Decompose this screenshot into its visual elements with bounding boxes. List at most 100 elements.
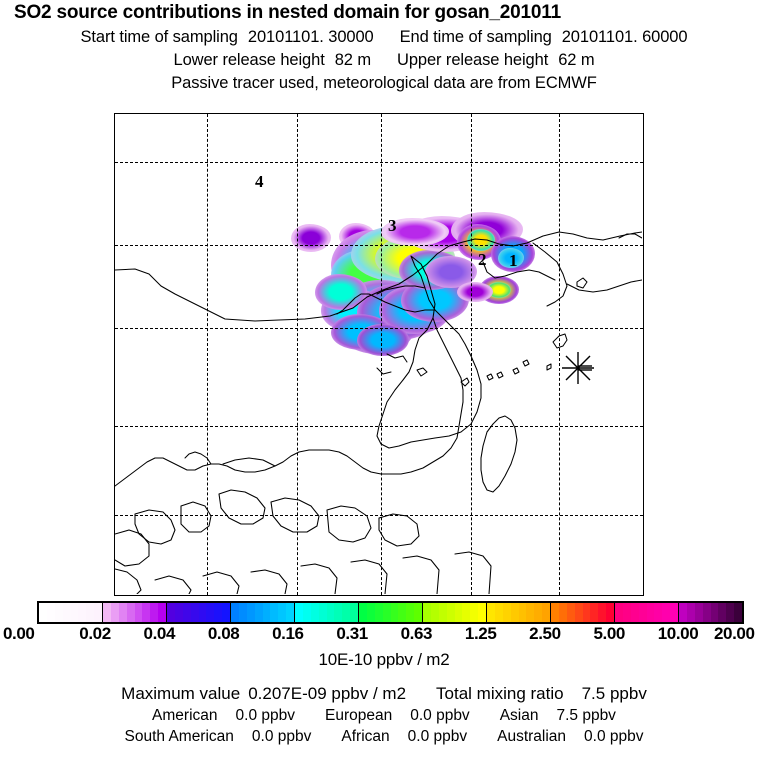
end-time-value: 20101101. 60000 [561, 28, 688, 46]
receptor-label-4: 4 [255, 172, 264, 191]
colorbar-step [190, 603, 199, 622]
colorbar-step [359, 603, 367, 622]
receptor-label-2: 2 [478, 250, 487, 269]
receptor-label-1: 1 [509, 251, 518, 270]
colorbar-band-6 [423, 603, 487, 622]
colorbar-tick-0.16: 0.16 [272, 624, 304, 643]
colorbar-step [590, 603, 599, 622]
max-value-label: Maximum value [121, 684, 241, 703]
colorbar-step [174, 603, 183, 622]
colorbar-step [238, 603, 247, 622]
colorbar-step [382, 603, 391, 622]
colorbar-tick-labels: 0.00 0.02 0.04 0.08 0.16 0.31 0.63 1.25 2.50 5.00… [0, 624, 768, 646]
colorbar-step [46, 603, 55, 622]
colorbar-step [150, 603, 159, 622]
colorbar-step [454, 603, 463, 622]
colorbar-step [86, 603, 95, 622]
colorbar [37, 601, 744, 624]
colorbar-step [262, 603, 271, 622]
colorbar-band-0 [39, 603, 103, 622]
region-american-label: American [152, 707, 218, 724]
colorbar-step [295, 603, 303, 622]
colorbar-tick-5.00: 5.00 [593, 624, 625, 643]
page-title: SO2 source contributions in nested domai… [14, 2, 561, 23]
colorbar-step [326, 603, 335, 622]
colorbar-step [270, 603, 279, 622]
start-time-value: 20101101. 30000 [247, 28, 374, 46]
region-african-label: African [341, 728, 390, 745]
colorbar-step [638, 603, 647, 622]
coastline-overlay [115, 231, 642, 594]
colorbar-step [398, 603, 407, 622]
colorbar-step [62, 603, 71, 622]
end-time-label: End time of sampling [399, 28, 552, 46]
colorbar-band-4 [295, 603, 359, 622]
receptor-label-3: 3 [388, 216, 397, 235]
colorbar-step [182, 603, 191, 622]
colorbar-tick-1.25: 1.25 [464, 624, 497, 643]
region-asian-label: Asian [499, 707, 539, 724]
region-australian-label: Australian [497, 728, 567, 745]
colorbar-step [254, 603, 263, 622]
region-european-label: European [324, 707, 393, 724]
colorbar-step [462, 603, 471, 622]
colorbar-step [118, 603, 127, 622]
colorbar-step [310, 603, 319, 622]
colorbar-step [206, 603, 215, 622]
colorbar-step [702, 603, 711, 622]
colorbar-step [414, 603, 422, 622]
colorbar-tick-0.63: 0.63 [400, 624, 433, 643]
colorbar-step [694, 603, 703, 622]
colorbar-tick-0.08: 0.08 [207, 624, 240, 643]
colorbar-unit-label: 10E-10 ppbv / m2 [318, 650, 450, 669]
total-mixing-ratio-label: Total mixing ratio [436, 684, 564, 703]
colorbar-step [710, 603, 719, 622]
colorbar-step [582, 603, 591, 622]
colorbar-step [246, 603, 255, 622]
tracer-info-line: Passive tracer used, meteorological data… [171, 74, 597, 92]
release-height-line: Lower release height 82 m Upper release he… [0, 51, 768, 70]
max-value-value: 0.207E-09 ppbv / m2 [248, 684, 407, 703]
colorbar-step [302, 603, 311, 622]
colorbar-step [510, 603, 519, 622]
start-time-label: Start time of sampling [80, 28, 238, 46]
colorbar-tick-2.50: 2.50 [529, 624, 561, 643]
colorbar-step [286, 603, 294, 622]
colorbar-step [390, 603, 399, 622]
colorbar-step [318, 603, 327, 622]
colorbar-step [654, 603, 663, 622]
colorbar-step [198, 603, 207, 622]
colorbar-step [679, 603, 687, 622]
region-australian-value: 0.0 ppbv [584, 728, 644, 745]
colorbar-step [366, 603, 375, 622]
colorbar-step [574, 603, 583, 622]
colorbar-tick-10.00: 10.00 [657, 624, 699, 643]
region-european-value: 0.0 ppbv [410, 707, 470, 724]
colorbar-step [214, 603, 223, 622]
colorbar-step [126, 603, 135, 622]
colorbar-band-1 [103, 603, 167, 622]
colorbar-step [566, 603, 575, 622]
region-asian-value: 7.5 ppbv [556, 707, 616, 724]
colorbar-step [518, 603, 527, 622]
colorbar-step [54, 603, 63, 622]
lower-release-height-label: Lower release height [173, 51, 325, 69]
colorbar-step [502, 603, 511, 622]
colorbar-step [158, 603, 166, 622]
colorbar-step [70, 603, 79, 622]
colorbar-step [334, 603, 343, 622]
region-american-value: 0.0 ppbv [235, 707, 295, 724]
colorbar-step [726, 603, 735, 622]
max-and-total-row: Maximum value 0.207E-09 ppbv / m2 Total mi… [0, 684, 768, 704]
colorbar-step [622, 603, 631, 622]
colorbar-step [551, 603, 559, 622]
release-site-star-icon [562, 352, 594, 384]
colorbar-step [438, 603, 447, 622]
colorbar-band-5 [359, 603, 423, 622]
colorbar-tick-0.31: 0.31 [336, 624, 368, 643]
colorbar-step [558, 603, 567, 622]
total-mixing-ratio-value: 7.5 ppbv [581, 684, 647, 703]
colorbar-step [222, 603, 230, 622]
colorbar-step [534, 603, 543, 622]
region-row-2: South American 0.0 ppbv African 0.0 ppbv Aus… [0, 728, 768, 746]
